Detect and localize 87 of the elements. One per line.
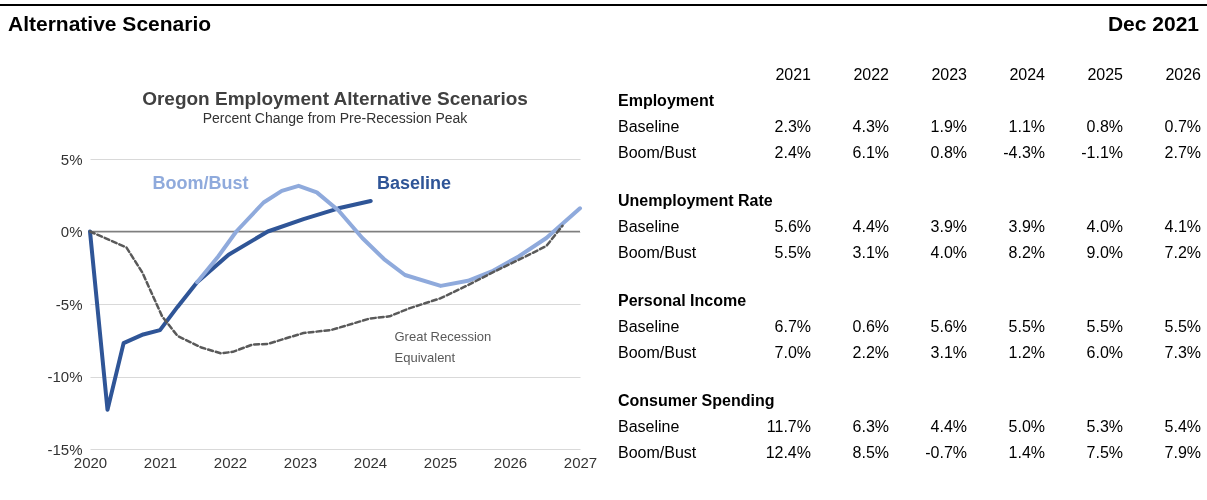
chart-title: Oregon Employment Alternative Scenarios: [142, 88, 528, 109]
y-tick-label: Boom/Bust: [618, 443, 698, 463]
x-tick-label: 2024: [1008, 65, 1045, 85]
data-label: 5.0%: [1007, 417, 1045, 437]
data-label: 4.0%: [1085, 217, 1123, 237]
text: Alternative Scenario: [8, 12, 212, 36]
x-tick-label: 2023: [283, 453, 318, 471]
data-label: 7.2%: [1163, 243, 1201, 263]
data-label: 5.4%: [1163, 417, 1201, 437]
data-label: 7.0%: [773, 343, 811, 363]
y-tick-label: Boom/Bust: [618, 243, 698, 263]
x-tick-label: 2023: [930, 65, 967, 85]
y-tick-label: Baseline: [618, 217, 681, 237]
data-label: 4.1%: [1163, 217, 1201, 237]
data-label: 12.4%: [764, 443, 811, 463]
data-label: 6.0%: [1085, 343, 1123, 363]
data-label: 7.3%: [1163, 343, 1201, 363]
y-tick-label: -5%: [55, 295, 83, 313]
data-label: 4.4%: [929, 417, 967, 437]
data-label: 5.3%: [1085, 417, 1123, 437]
data-label: 3.1%: [929, 343, 967, 363]
chart-title: Employment: [618, 91, 715, 111]
data-label: 0.8%: [929, 143, 967, 163]
data-label: 0.6%: [851, 317, 889, 337]
data-label: 6.3%: [851, 417, 889, 437]
y-tick-label: Baseline: [618, 317, 681, 337]
data-label: 2.2%: [851, 343, 889, 363]
data-label: 5.6%: [773, 217, 811, 237]
data-label: 3.9%: [929, 217, 967, 237]
data-label: -4.3%: [1002, 143, 1045, 163]
line-series: [88, 199, 373, 412]
series-label: Great Recession Equivalent: [394, 329, 492, 366]
chart-title: Unemployment Rate: [618, 191, 774, 211]
chart-subtitle: Percent Change from Pre-Recession Peak: [202, 110, 469, 126]
data-label: 6.1%: [851, 143, 889, 163]
x-tick-label: 2021: [143, 453, 178, 471]
x-tick-label: 2024: [353, 453, 388, 471]
x-tick-label: 2027: [563, 453, 598, 471]
data-label: 8.5%: [851, 443, 889, 463]
data-label: 5.5%: [1007, 317, 1045, 337]
y-tick-label: Boom/Bust: [618, 143, 698, 163]
y-tick-label: Boom/Bust: [618, 343, 698, 363]
data-label: 5.5%: [1163, 317, 1201, 337]
data-label: 7.5%: [1085, 443, 1123, 463]
data-label: 1.4%: [1007, 443, 1045, 463]
data-label: 0.8%: [1085, 117, 1123, 137]
series-label: Boom/Bust: [152, 172, 249, 193]
data-label: 5.5%: [1085, 317, 1123, 337]
data-label: 2.4%: [773, 143, 811, 163]
data-label: 3.1%: [851, 243, 889, 263]
x-tick-label: 2025: [1086, 65, 1123, 85]
data-label: -1.1%: [1080, 143, 1123, 163]
y-tick-label: -15%: [47, 440, 83, 458]
x-tick-label: 2021: [774, 65, 811, 85]
chart-title: Personal Income: [618, 291, 748, 311]
y-tick-label: 5%: [60, 150, 83, 168]
data-label: 1.1%: [1007, 117, 1045, 137]
data-label: 7.9%: [1163, 443, 1201, 463]
data-label: 6.7%: [773, 317, 811, 337]
data-label: 4.3%: [851, 117, 889, 137]
data-label: 3.9%: [1007, 217, 1045, 237]
y-tick-label: Baseline: [618, 417, 681, 437]
data-label: 5.6%: [929, 317, 967, 337]
x-tick-label: 2026: [493, 453, 528, 471]
x-tick-label: 2022: [213, 453, 248, 471]
line-series: [88, 224, 564, 355]
y-tick-label: -10%: [47, 368, 83, 385]
data-label: 8.2%: [1007, 243, 1045, 263]
x-tick-label: 2025: [423, 453, 458, 471]
data-label: 5.5%: [773, 243, 811, 263]
x-tick-label: 2022: [852, 65, 889, 85]
x-tick-label: 2026: [1164, 65, 1201, 85]
data-label: 9.0%: [1085, 243, 1123, 263]
series-label: Baseline: [377, 172, 452, 193]
data-label: 1.9%: [929, 117, 967, 137]
data-label: 1.2%: [1007, 343, 1045, 363]
data-label: -0.7%: [924, 443, 967, 463]
text: Dec 2021: [1107, 12, 1199, 36]
data-label: 2.7%: [1163, 143, 1201, 163]
data-label: 0.7%: [1163, 117, 1201, 137]
chart-title: Consumer Spending: [618, 391, 776, 411]
data-label: 4.4%: [851, 217, 889, 237]
y-tick-label: Baseline: [618, 117, 681, 137]
y-tick-label: 0%: [60, 223, 83, 240]
data-label: 11.7%: [765, 417, 811, 437]
data-label: 2.3%: [773, 117, 811, 137]
data-label: 4.0%: [929, 243, 967, 263]
